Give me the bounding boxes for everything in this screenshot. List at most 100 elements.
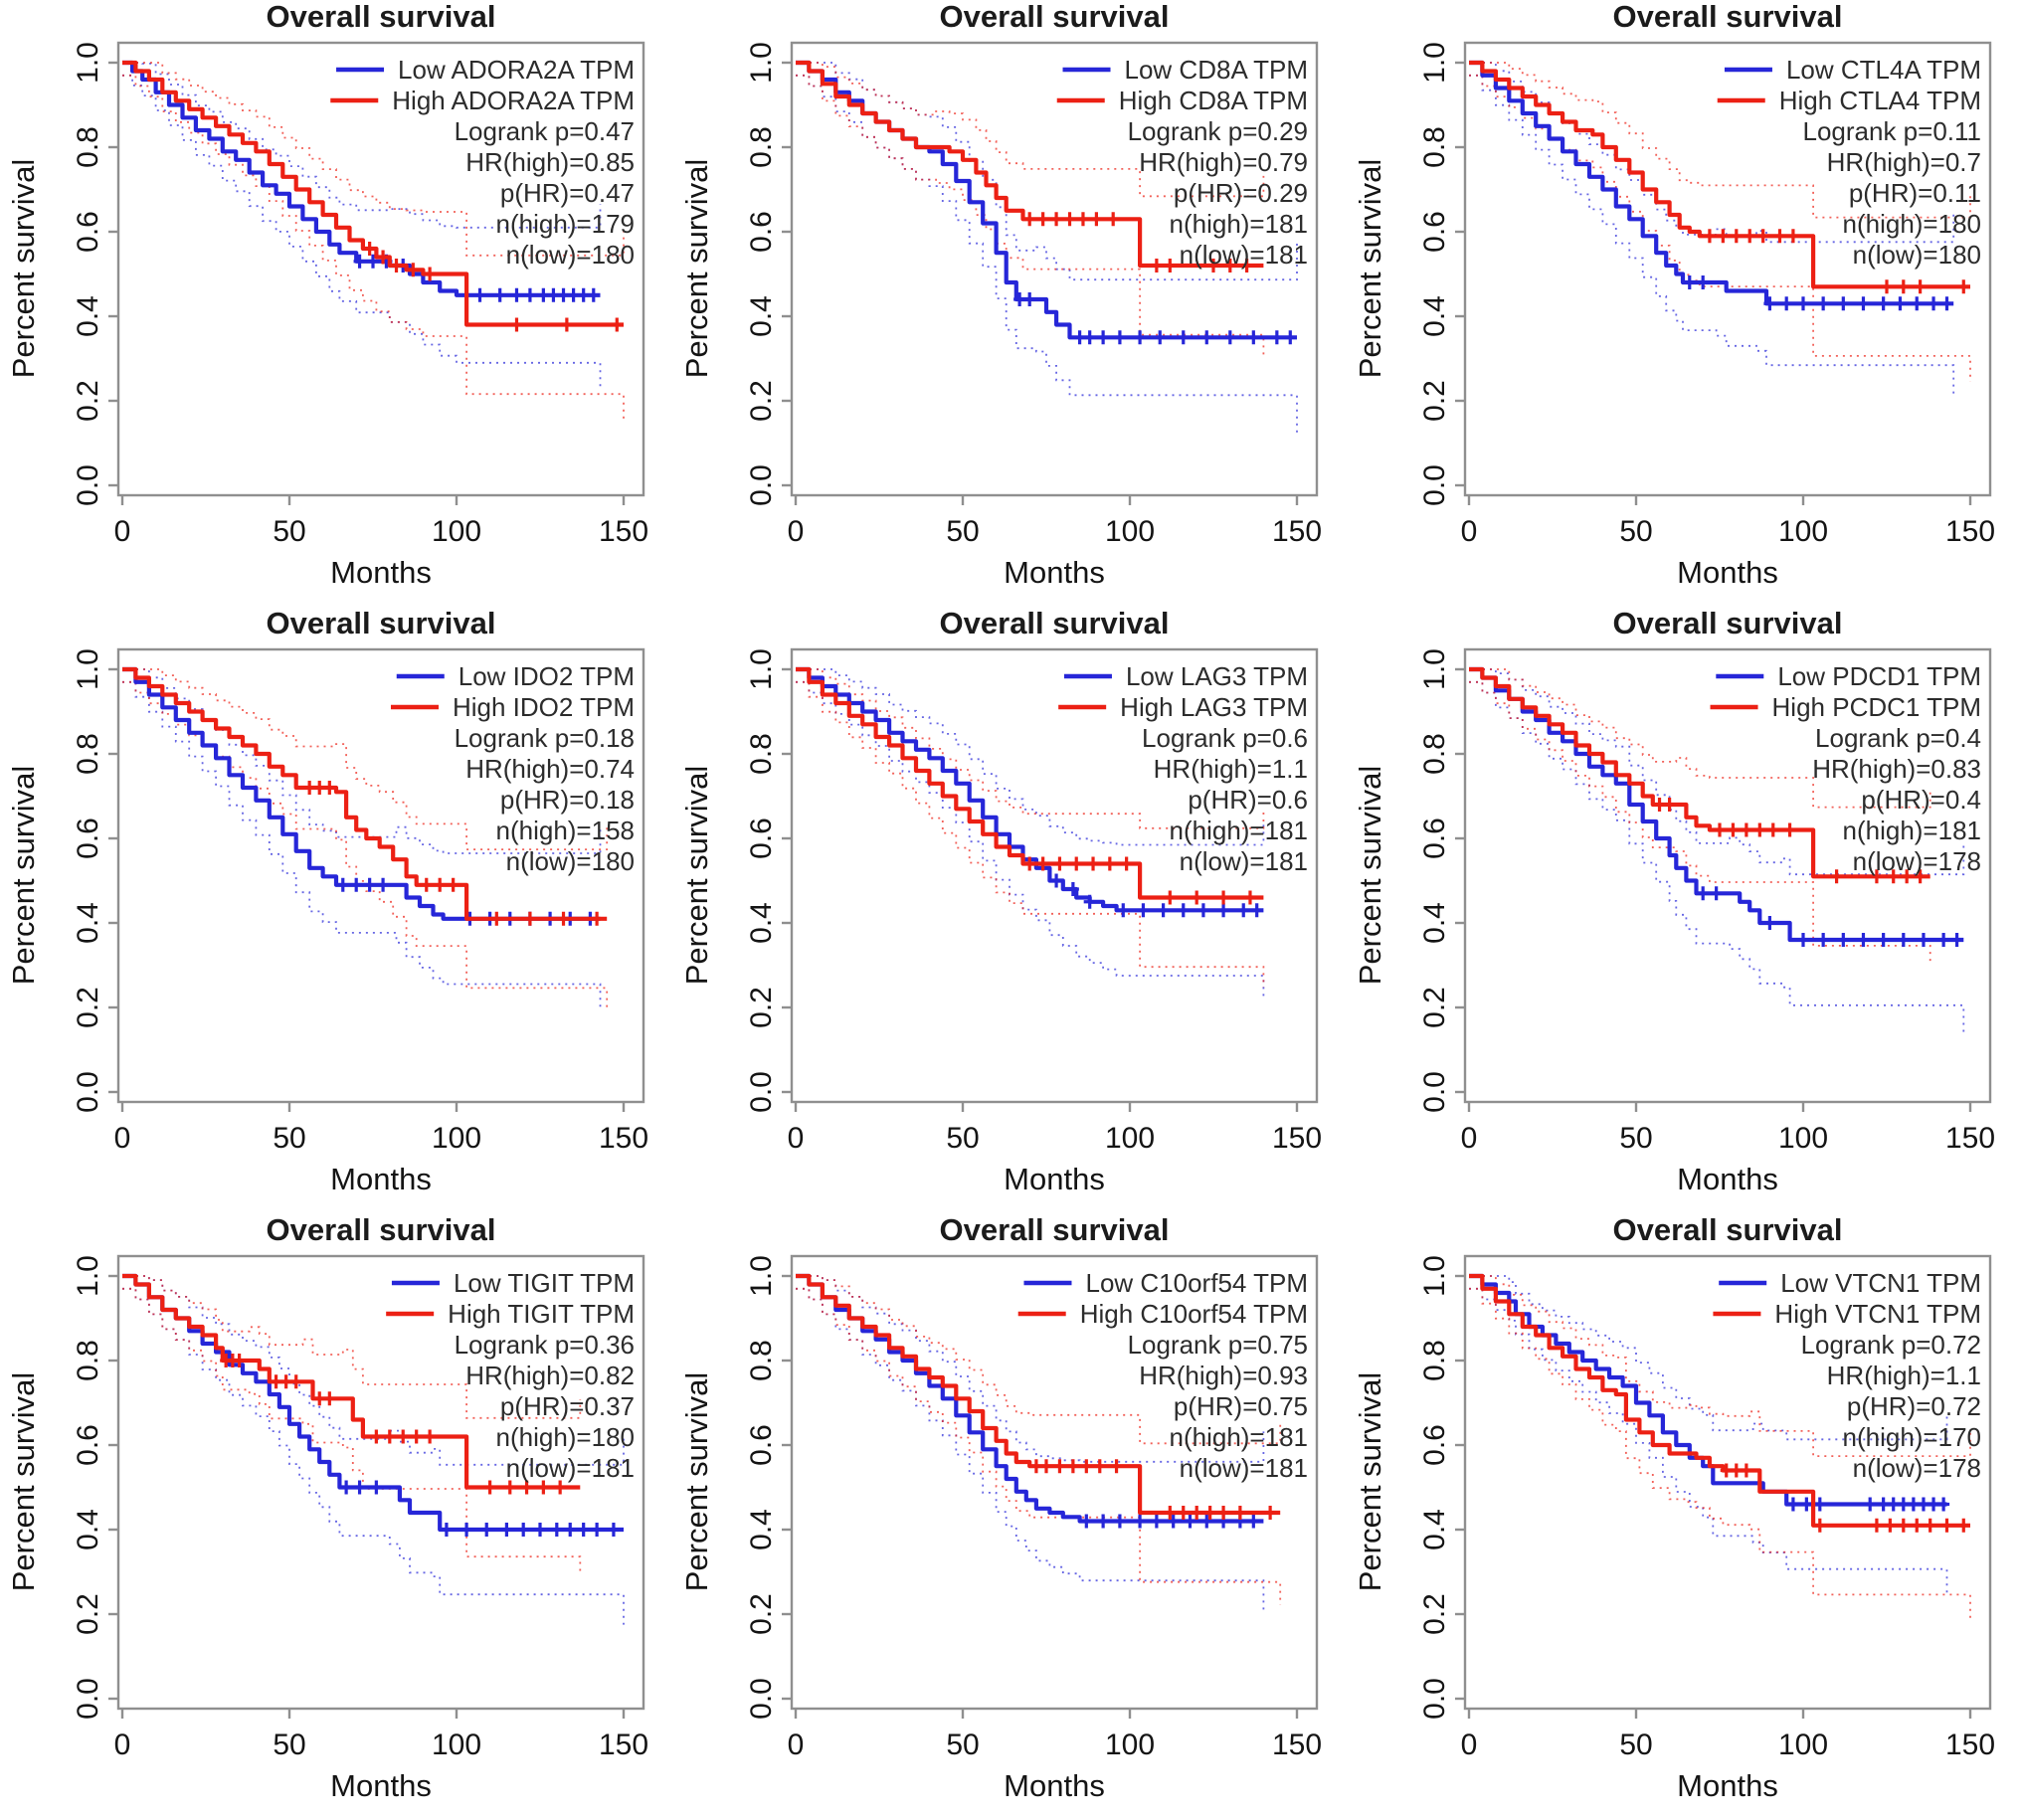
stat-line: HR(high)=0.93 (1139, 1361, 1308, 1390)
stat-line: n(low)=181 (1180, 1453, 1308, 1483)
stat-line: p(HR)=0.11 (1849, 178, 1981, 208)
censor-mark (1857, 933, 1870, 947)
censor-mark (1907, 1497, 1920, 1512)
censor-mark (1697, 886, 1710, 901)
high-ci-lower (122, 74, 625, 421)
censor-mark (1164, 890, 1177, 905)
censor-mark (1717, 229, 1730, 244)
stat-line: HR(high)=1.1 (1827, 1361, 1981, 1390)
panel-title: Overall survival (940, 1213, 1170, 1247)
legend-label-high: High LAG3 TPM (1120, 692, 1308, 722)
censor-mark (1897, 279, 1910, 294)
high-ci-lower (796, 680, 1265, 988)
censor-mark (1887, 869, 1900, 884)
censor-mark (567, 287, 580, 302)
low-censor-marks (340, 1480, 620, 1537)
x-tick-label: 100 (1778, 1729, 1828, 1761)
censor-mark (493, 287, 506, 302)
censor-mark (1897, 933, 1910, 947)
censor-mark (1763, 296, 1776, 311)
y-axis-label: Percent survival (6, 159, 41, 379)
legend-label-low: Low IDO2 TPM (459, 661, 635, 691)
y-tick-label: 1.0 (1418, 42, 1451, 84)
legend-label-low: Low ADORA2A TPM (398, 55, 635, 85)
censor-mark (1940, 296, 1953, 311)
censor-mark (1663, 798, 1676, 812)
y-axis-label: Percent survival (6, 766, 41, 986)
censor-mark (560, 317, 573, 332)
km-panel-ADORA2A: Overall survival Percent survival Months 0 5… (0, 0, 673, 607)
x-axis-label: Months (1677, 555, 1778, 590)
stat-line: Logrank p=0.47 (455, 116, 635, 146)
x-tick-label: 100 (1778, 1122, 1828, 1155)
censor-mark (611, 317, 624, 332)
y-axis-label: Percent survival (679, 159, 714, 379)
plot-box (116, 647, 645, 1104)
censor-mark (1177, 1506, 1190, 1520)
censor-mark (1177, 903, 1190, 918)
stat-line: n(low)=178 (1853, 1453, 1981, 1483)
censor-mark (1730, 1463, 1743, 1478)
stat-line: n(high)=181 (1170, 209, 1309, 239)
censor-mark (353, 1480, 366, 1495)
censor-mark (1134, 330, 1147, 345)
high-censor-marks (1023, 212, 1253, 273)
censor-mark (1897, 1497, 1910, 1512)
stat-line: Logrank p=0.29 (1128, 116, 1308, 146)
y-tick-label: 0.0 (1418, 1071, 1451, 1113)
censor-mark (420, 877, 433, 892)
stat-line: HR(high)=0.79 (1139, 147, 1308, 177)
censor-mark (1073, 330, 1086, 345)
censor-mark (1237, 903, 1250, 918)
censor-mark (1887, 1497, 1900, 1512)
low-survival-curve (122, 666, 601, 921)
high-censor-marks (1720, 1463, 1970, 1533)
plot-box (1463, 1254, 1992, 1711)
censor-mark (1914, 869, 1927, 884)
y-tick-label: 0.0 (1418, 464, 1451, 506)
high-survival-curve (122, 60, 624, 327)
plot-box (116, 41, 645, 497)
censor-mark (460, 1523, 473, 1537)
censor-mark (1154, 330, 1167, 345)
censor-mark (1270, 330, 1283, 345)
censor-mark (407, 263, 420, 277)
high-ci-lower (1469, 680, 1931, 966)
stat-line: Logrank p=0.18 (455, 723, 635, 753)
y-axis-label: Percent survival (1353, 766, 1387, 986)
censor-mark (1191, 1506, 1203, 1520)
y-tick-label: 0.0 (72, 1071, 104, 1113)
stat-line: HR(high)=0.82 (465, 1361, 635, 1390)
censor-mark (1076, 212, 1089, 227)
censor-mark (336, 877, 349, 892)
y-tick-label: 0.8 (72, 126, 104, 168)
low-censor-marks (353, 254, 600, 302)
censor-mark (1200, 1514, 1213, 1529)
censor-mark (1240, 259, 1253, 273)
censor-mark (1884, 1518, 1897, 1533)
censor-mark (1113, 1514, 1126, 1529)
stat-line: n(low)=181 (1180, 240, 1308, 270)
censor-mark (1877, 1497, 1890, 1512)
stat-line: HR(high)=1.1 (1154, 754, 1308, 784)
censor-mark (1083, 894, 1096, 909)
x-tick-label: 0 (1461, 1122, 1478, 1155)
censor-mark (1817, 933, 1830, 947)
x-tick-label: 150 (1945, 515, 1995, 548)
censor-mark (1223, 330, 1236, 345)
censor-mark (313, 781, 326, 795)
legend-label-low: Low PDCD1 TPM (1777, 661, 1981, 691)
y-tick-label: 0.2 (1418, 987, 1451, 1028)
legend-label-low: Low TIGIT TPM (454, 1268, 635, 1298)
censor-mark (367, 254, 379, 269)
stat-line: HR(high)=0.83 (1812, 754, 1981, 784)
censor-mark (1937, 1497, 1950, 1512)
censor-mark (557, 911, 570, 926)
censor-mark (377, 250, 390, 265)
censor-mark (500, 1523, 513, 1537)
y-axis-label: Percent survival (6, 1372, 41, 1592)
censor-mark (1837, 933, 1850, 947)
censor-mark (410, 1429, 423, 1444)
censor-mark (1901, 869, 1914, 884)
